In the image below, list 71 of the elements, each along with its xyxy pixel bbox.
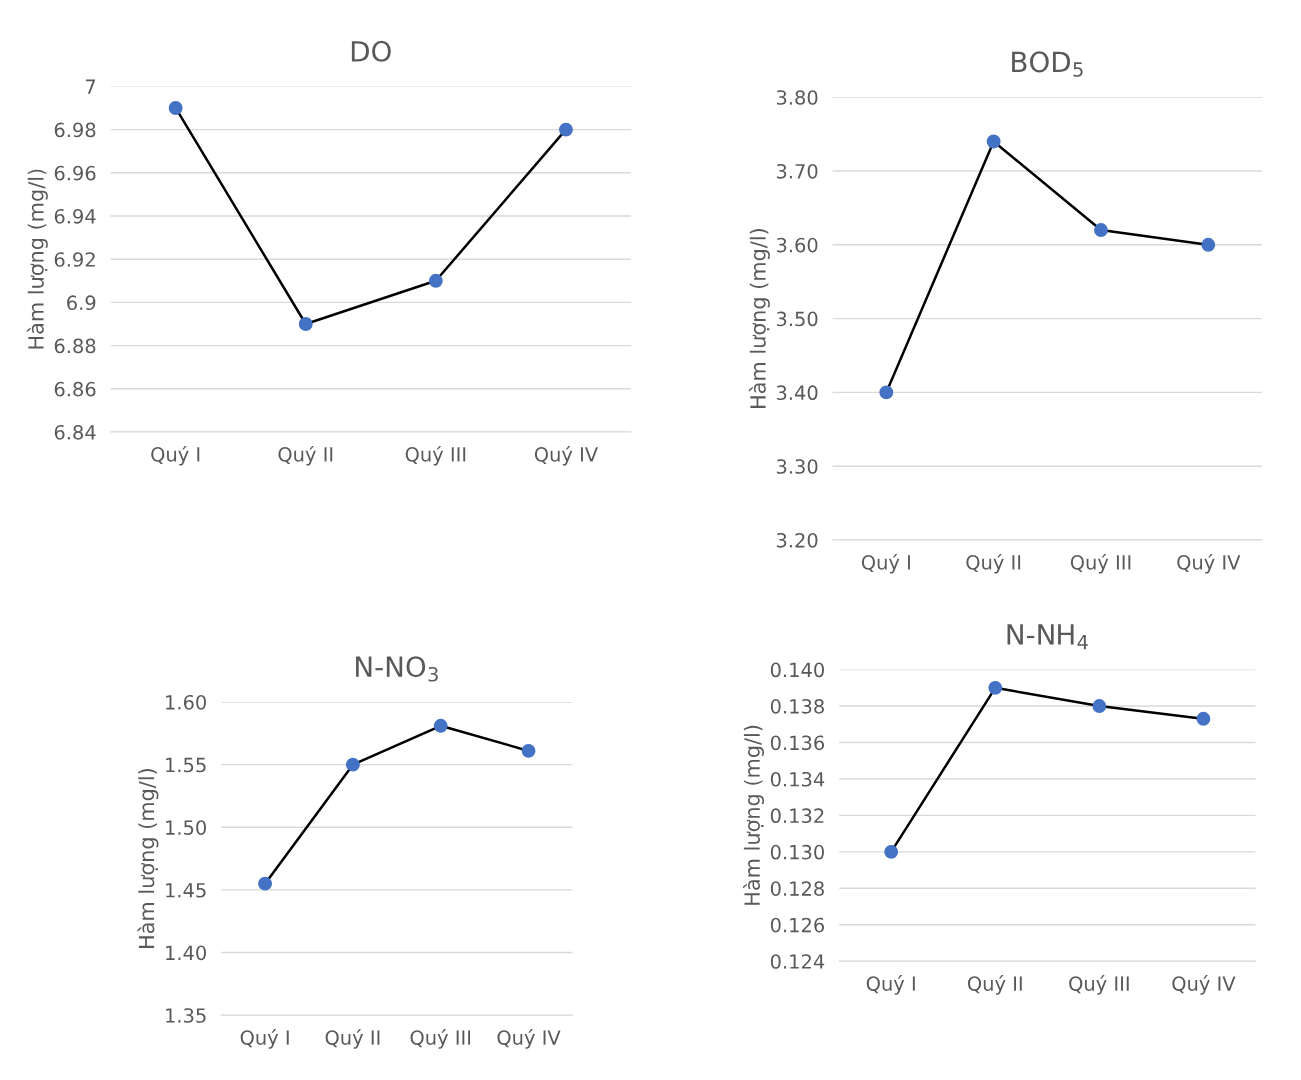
x-tick-label: Quý III [1069,975,1129,995]
y-tick-label: 0.124 [770,954,825,969]
y-tick-label: 0.130 [770,844,824,860]
x-tick-label: Quý II [325,1029,380,1049]
x-tick-label: Quý IV [1172,975,1236,995]
y-tick-label: 0.128 [770,881,824,896]
y-tick-label: 6.98 [54,122,96,138]
x-tick-label: Quý I [861,553,910,574]
x-tick-label: Quý IV [534,445,598,466]
y-tick-label: 1.40 [166,945,206,961]
point [1094,223,1108,237]
x-tick-label: Quý III [405,445,466,466]
point [1201,237,1216,252]
point [988,680,1003,695]
point [428,273,443,288]
y-tick-label: 1.45 [166,883,206,898]
x-tick-label: Quý II [966,553,1021,574]
y-tick-label: 1.55 [166,757,206,773]
y-tick-label: 0.126 [770,917,825,933]
y-axis-title: Hàm lượng (mg/l) [748,229,770,408]
y-tick-label: 6.9 [67,295,96,311]
point [433,718,448,733]
y-tick-label: 3.70 [776,163,818,179]
y-tick-label: 0.134 [770,771,825,787]
point [168,101,183,115]
y-axis-title: Hàm lượng (mg/l) [26,169,48,349]
point [558,122,573,137]
y-axis-title: Hàm lượng (mg/l) [743,725,765,905]
point [345,757,360,772]
point [879,385,894,400]
y-tick-label: 1.35 [166,1008,206,1023]
point [521,743,536,758]
y-tick-label: 3.50 [776,311,818,327]
y-tick-label: 7 [85,79,96,94]
x-tick-label: Quý II [967,975,1022,995]
y-tick-label: 3.30 [776,459,818,474]
point [884,844,899,859]
y-tick-label: 3.80 [776,90,818,105]
y-tick-label: 3.40 [776,385,818,401]
y-tick-label: 6.96 [54,165,96,181]
x-tick-label: Quý III [410,1029,471,1049]
x-tick-label: Quý IV [497,1029,561,1049]
x-tick-label: Quý I [866,975,915,995]
y-axis-title: Hàm lượng (mg/l) [137,769,159,948]
y-tick-label: 3.20 [776,532,818,548]
y-tick-label: 0.140 [770,662,824,678]
y-tick-label: 3.60 [776,237,818,253]
y-tick-label: 6.84 [54,424,96,440]
x-tick-label: Quý IV [1177,553,1241,574]
y-tick-label: 1.60 [166,694,206,710]
chart-title: N-NO$_{3}$ [356,656,438,682]
y-tick-label: 0.138 [770,699,824,714]
point [258,876,273,891]
y-tick-label: 6.94 [54,208,96,224]
y-tick-label: 0.132 [770,808,824,824]
x-tick-label: Quý I [151,445,200,466]
y-tick-label: 6.92 [54,252,95,267]
chart-title: DO [351,40,391,62]
x-tick-label: Quý II [278,445,333,466]
chart-title: BOD$_{5}$ [1012,51,1083,77]
point [986,134,1001,149]
y-tick-label: 0.136 [770,735,825,751]
x-tick-label: Quý I [240,1029,289,1049]
y-tick-label: 6.88 [54,338,96,354]
point [1092,699,1107,713]
y-tick-label: 1.50 [166,820,206,835]
x-tick-label: Quý III [1070,553,1131,574]
y-tick-label: 6.86 [54,381,96,397]
chart-title: N-NH$_{4}$ [1007,624,1088,650]
point [1196,711,1211,726]
point [298,317,313,331]
